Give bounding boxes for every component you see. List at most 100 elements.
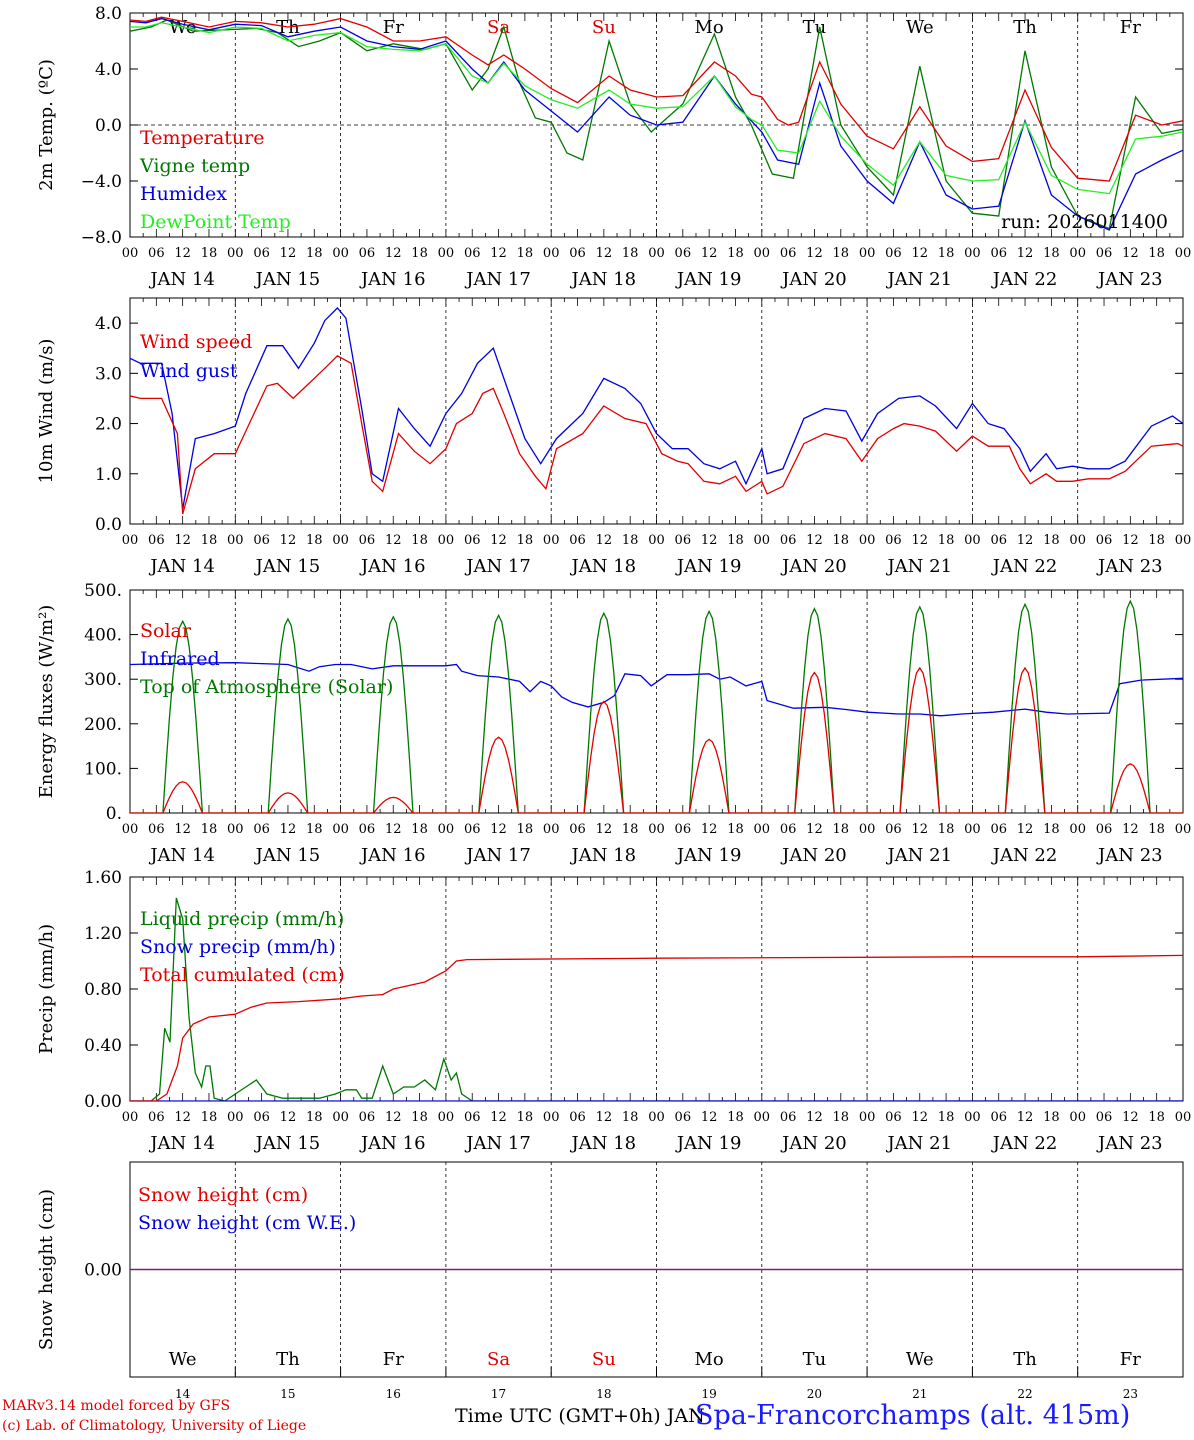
- temperature-ytick-label: 4.0: [95, 60, 122, 80]
- energy-hour-label: 00: [1175, 822, 1192, 837]
- precip-ytick-label: 0.40: [84, 1036, 122, 1056]
- precip-date-label: JAN 19: [675, 1133, 742, 1154]
- temperature-date-label: JAN 20: [780, 269, 847, 290]
- energy-hour-label: 12: [385, 822, 402, 837]
- energy-hour-label: 18: [622, 822, 639, 837]
- wind-date-label: JAN 17: [464, 556, 531, 577]
- wind-hour-label: 12: [1017, 533, 1034, 548]
- energy-hour-label: 18: [1148, 822, 1165, 837]
- wind-hour-label: 00: [964, 533, 981, 548]
- snow-legend-entry: Snow height (cm W.E.): [138, 1212, 356, 1234]
- wind-hour-label: 00: [227, 533, 244, 548]
- energy-date-label: JAN 23: [1096, 845, 1163, 866]
- energy-hour-label: 00: [438, 822, 455, 837]
- snow-ylabel: Snow height (cm): [36, 1189, 57, 1350]
- wind-hour-label: 12: [701, 533, 718, 548]
- wind-hour-label: 06: [464, 533, 481, 548]
- temperature-hour-label: 18: [306, 246, 323, 261]
- temperature-date-label: JAN 17: [464, 269, 531, 290]
- wind-date-label: JAN 21: [885, 556, 952, 577]
- energy-hour-label: 12: [1017, 822, 1034, 837]
- precip-hour-label: 18: [201, 1110, 218, 1125]
- temperature-hour-label: 06: [1096, 246, 1113, 261]
- snow-weekday-label: Fr: [1120, 1349, 1141, 1370]
- precip-hour-label: 12: [1122, 1110, 1139, 1125]
- temperature-hour-label: 12: [1017, 246, 1034, 261]
- snow-weekday-label: We: [906, 1349, 934, 1370]
- precip-hour-label: 12: [911, 1110, 928, 1125]
- wind-ytick-label: 4.0: [95, 314, 122, 334]
- precip-date-label: JAN 20: [780, 1133, 847, 1154]
- temperature-hour-label: 12: [490, 246, 507, 261]
- snow-ytick-label: 0.00: [84, 1261, 122, 1281]
- temperature-hour-label: 12: [174, 246, 191, 261]
- temperature-hour-label: 00: [754, 246, 771, 261]
- precip-ytick-label: 0.80: [84, 980, 122, 1000]
- precip-ytick-label: 0.00: [84, 1092, 122, 1112]
- wind-date-label: JAN 16: [359, 556, 426, 577]
- temperature-hour-label: 12: [385, 246, 402, 261]
- wind-hour-label: 00: [543, 533, 560, 548]
- precip-hour-label: 00: [227, 1110, 244, 1125]
- wind-hour-label: 06: [148, 533, 165, 548]
- wind-hour-label: 18: [411, 533, 428, 548]
- temperature-hour-label: 00: [122, 246, 139, 261]
- energy-hour-label: 18: [727, 822, 744, 837]
- temperature-weekday-label: We: [906, 17, 934, 38]
- wind-hour-label: 06: [990, 533, 1007, 548]
- temperature-hour-label: 06: [885, 246, 902, 261]
- precip-hour-label: 06: [990, 1110, 1007, 1125]
- wind-hour-label: 00: [332, 533, 349, 548]
- snow-weekday-label: Tu: [803, 1349, 827, 1370]
- temperature-run-label: run: 2026011400: [1001, 211, 1168, 233]
- energy-date-label: JAN 16: [359, 845, 426, 866]
- energy-hour-label: 06: [359, 822, 376, 837]
- wind-date-label: JAN 20: [780, 556, 847, 577]
- series-dewpoint-temp: [130, 22, 1183, 195]
- temperature-hour-label: 18: [517, 246, 534, 261]
- energy-legend-entry: Infrared: [140, 648, 220, 670]
- energy-hour-label: 12: [596, 822, 613, 837]
- snow-weekday-label: We: [169, 1349, 197, 1370]
- energy-hour-label: 06: [464, 822, 481, 837]
- temperature-hour-label: 12: [1122, 246, 1139, 261]
- wind-hour-label: 18: [517, 533, 534, 548]
- wind-hour-label: 12: [385, 533, 402, 548]
- energy-hour-label: 06: [148, 822, 165, 837]
- precip-hour-label: 06: [569, 1110, 586, 1125]
- temperature-hour-label: 00: [1069, 246, 1086, 261]
- energy-hour-label: 00: [754, 822, 771, 837]
- energy-legend-entry: Solar: [140, 620, 192, 642]
- series-top-of-atmosphere-solar: [130, 599, 1183, 813]
- wind-date-label: JAN 22: [991, 556, 1058, 577]
- model-credit: MARv3.14 model forced by GFS: [2, 1398, 231, 1414]
- precip-date-label: JAN 18: [570, 1133, 637, 1154]
- series-infrared: [130, 662, 1183, 717]
- temperature-hour-label: 06: [569, 246, 586, 261]
- energy-hour-label: 18: [833, 822, 850, 837]
- energy-hour-label: 18: [201, 822, 218, 837]
- energy-ytick-label: 200.: [84, 715, 122, 735]
- snow-panel: 0.00 Snow height (cm) We Th Fr Sa Su Mo Tu We Th Fr…: [36, 1161, 1184, 1401]
- energy-hour-label: 18: [517, 822, 534, 837]
- wind-hour-label: 06: [359, 533, 376, 548]
- temperature-legend-entry: Vigne temp: [139, 155, 250, 177]
- temperature-ytick-label: 8.0: [95, 4, 122, 24]
- precip-ylabel: Precip (mm/h): [36, 924, 57, 1054]
- precip-hour-label: 06: [780, 1110, 797, 1125]
- snow-day-number: 19: [702, 1387, 717, 1401]
- wind-hour-label: 18: [622, 533, 639, 548]
- snow-day-number: 21: [912, 1387, 927, 1401]
- precip-hour-label: 00: [543, 1110, 560, 1125]
- precip-hour-label: 12: [1017, 1110, 1034, 1125]
- energy-hour-label: 12: [701, 822, 718, 837]
- temperature-date-label: JAN 18: [570, 269, 637, 290]
- energy-hour-label: 12: [1122, 822, 1139, 837]
- precip-hour-label: 18: [1043, 1110, 1060, 1125]
- energy-hour-label: 18: [1043, 822, 1060, 837]
- temperature-hour-label: 00: [1175, 246, 1192, 261]
- wind-ytick-label: 3.0: [95, 364, 122, 384]
- wind-legend-entry: Wind speed: [140, 331, 252, 353]
- energy-hour-label: 00: [227, 822, 244, 837]
